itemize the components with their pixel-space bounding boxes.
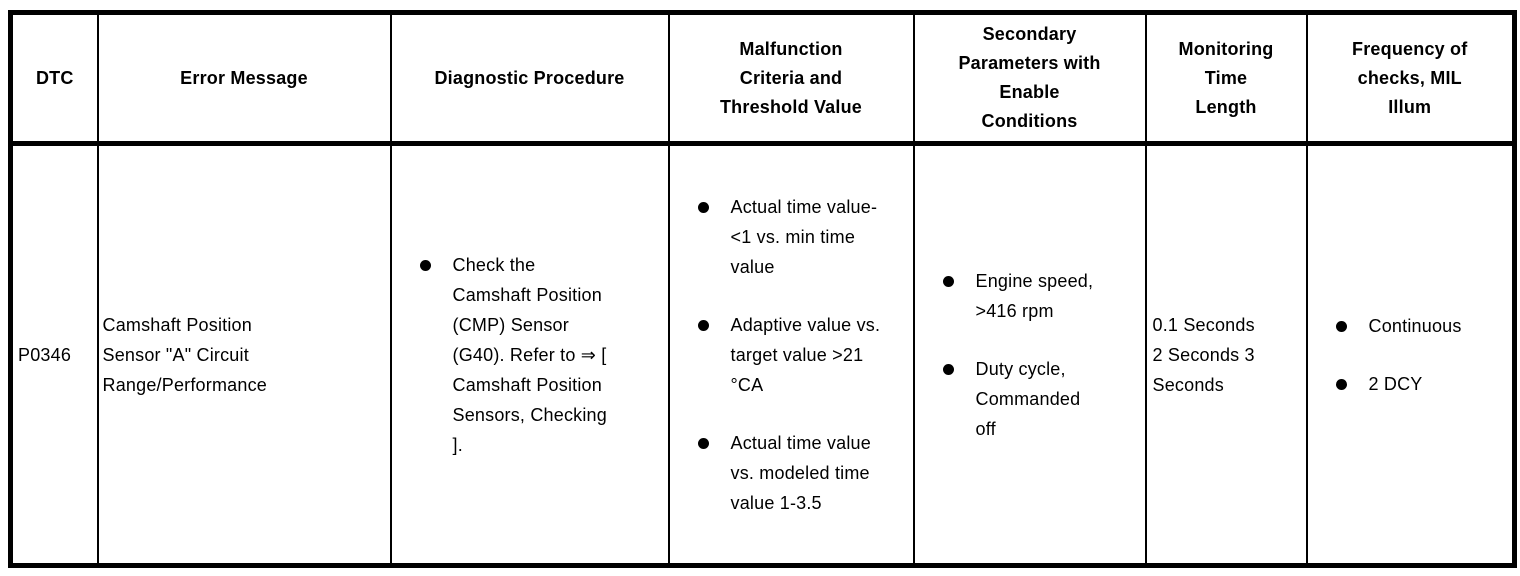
bullet-icon [697, 437, 709, 449]
header-label-malfunction-criteria: Malfunction Criteria and Threshold Value [719, 38, 863, 117]
cell-diagnostic-procedure: Check the Camshaft Position (CMP) Sensor… [389, 142, 670, 567]
dtc-code: P0346 [18, 344, 72, 365]
bullet-icon [942, 275, 954, 287]
diagnostic-procedure-list: Check the Camshaft Position (CMP) Sensor… [396, 250, 664, 460]
malfunction-criteria-list: Actual time value-<1 vs. min time value … [674, 192, 909, 518]
header-cell-malfunction-criteria: Malfunction Criteria and Threshold Value [667, 11, 915, 146]
frequency-text: Continuous [1368, 315, 1462, 336]
list-item: Duty cycle, Commanded off [942, 354, 1141, 444]
bullet-icon [942, 363, 954, 375]
table-row-p0346: P0346 Camshaft Position Sensor "A" Circu… [9, 142, 1516, 567]
bullet-icon [697, 201, 709, 213]
malfunction-criteria-text: Adaptive value vs. target value >21 °CA [730, 314, 881, 395]
list-item: Actual time value-<1 vs. min time value [697, 192, 909, 282]
header-cell-secondary-parameters: Secondary Parameters with Enable Conditi… [912, 11, 1147, 146]
header-label-dtc: DTC [35, 67, 74, 88]
header-cell-monitoring-time: Monitoring Time Length [1144, 11, 1308, 146]
dtc-diagnostic-table: DTC Error Message Diagnostic Procedure M… [8, 10, 1517, 568]
cell-malfunction-criteria: Actual time value-<1 vs. min time value … [667, 142, 915, 567]
list-item: Engine speed, >416 rpm [942, 266, 1141, 326]
malfunction-criteria-text: Actual time value-<1 vs. min time value [730, 196, 878, 277]
secondary-parameters-list: Engine speed, >416 rpm Duty cycle, Comma… [919, 266, 1141, 444]
list-item: Check the Camshaft Position (CMP) Sensor… [419, 250, 664, 460]
frequency-text: 2 DCY [1368, 373, 1423, 394]
header-label-secondary-parameters: Secondary Parameters with Enable Conditi… [958, 24, 1101, 131]
bullet-icon [697, 319, 709, 331]
header-row: DTC Error Message Diagnostic Procedure M… [9, 11, 1516, 146]
secondary-parameter-text: Duty cycle, Commanded off [975, 358, 1081, 439]
cell-dtc-code: P0346 [9, 142, 99, 567]
header-label-monitoring-time: Monitoring Time Length [1178, 38, 1274, 117]
secondary-parameter-text: Engine speed, >416 rpm [975, 270, 1094, 321]
monitoring-time-text: 0.1 Seconds 2 Seconds 3 Seconds [1152, 314, 1255, 395]
list-item: 2 DCY [1335, 369, 1509, 399]
frequency-list: Continuous 2 DCY [1312, 311, 1509, 399]
malfunction-criteria-text: Actual time value vs. modeled time value… [730, 432, 871, 513]
diagnostic-procedure-text: Check the Camshaft Position (CMP) Sensor… [452, 254, 607, 455]
list-item: Adaptive value vs. target value >21 °CA [697, 310, 909, 400]
bullet-icon [1335, 378, 1347, 390]
header-cell-frequency: Frequency of checks, MIL Illum [1305, 11, 1516, 146]
cell-frequency: Continuous 2 DCY [1305, 142, 1516, 567]
error-message-text: Camshaft Position Sensor "A" Circuit Ran… [102, 314, 267, 395]
bullet-icon [419, 259, 431, 271]
list-item: Continuous [1335, 311, 1509, 341]
header-cell-error-message: Error Message [96, 11, 392, 146]
header-label-diagnostic-procedure: Diagnostic Procedure [434, 67, 625, 88]
bullet-icon [1335, 320, 1347, 332]
header-cell-diagnostic-procedure: Diagnostic Procedure [389, 11, 670, 146]
cell-secondary-parameters: Engine speed, >416 rpm Duty cycle, Comma… [912, 142, 1147, 567]
header-label-frequency: Frequency of checks, MIL Illum [1352, 38, 1468, 117]
header-cell-dtc: DTC [9, 11, 99, 146]
list-item: Actual time value vs. modeled time value… [697, 428, 909, 518]
header-label-error-message: Error Message [180, 67, 308, 88]
cell-error-message: Camshaft Position Sensor "A" Circuit Ran… [96, 142, 392, 567]
cell-monitoring-time: 0.1 Seconds 2 Seconds 3 Seconds [1144, 142, 1308, 567]
